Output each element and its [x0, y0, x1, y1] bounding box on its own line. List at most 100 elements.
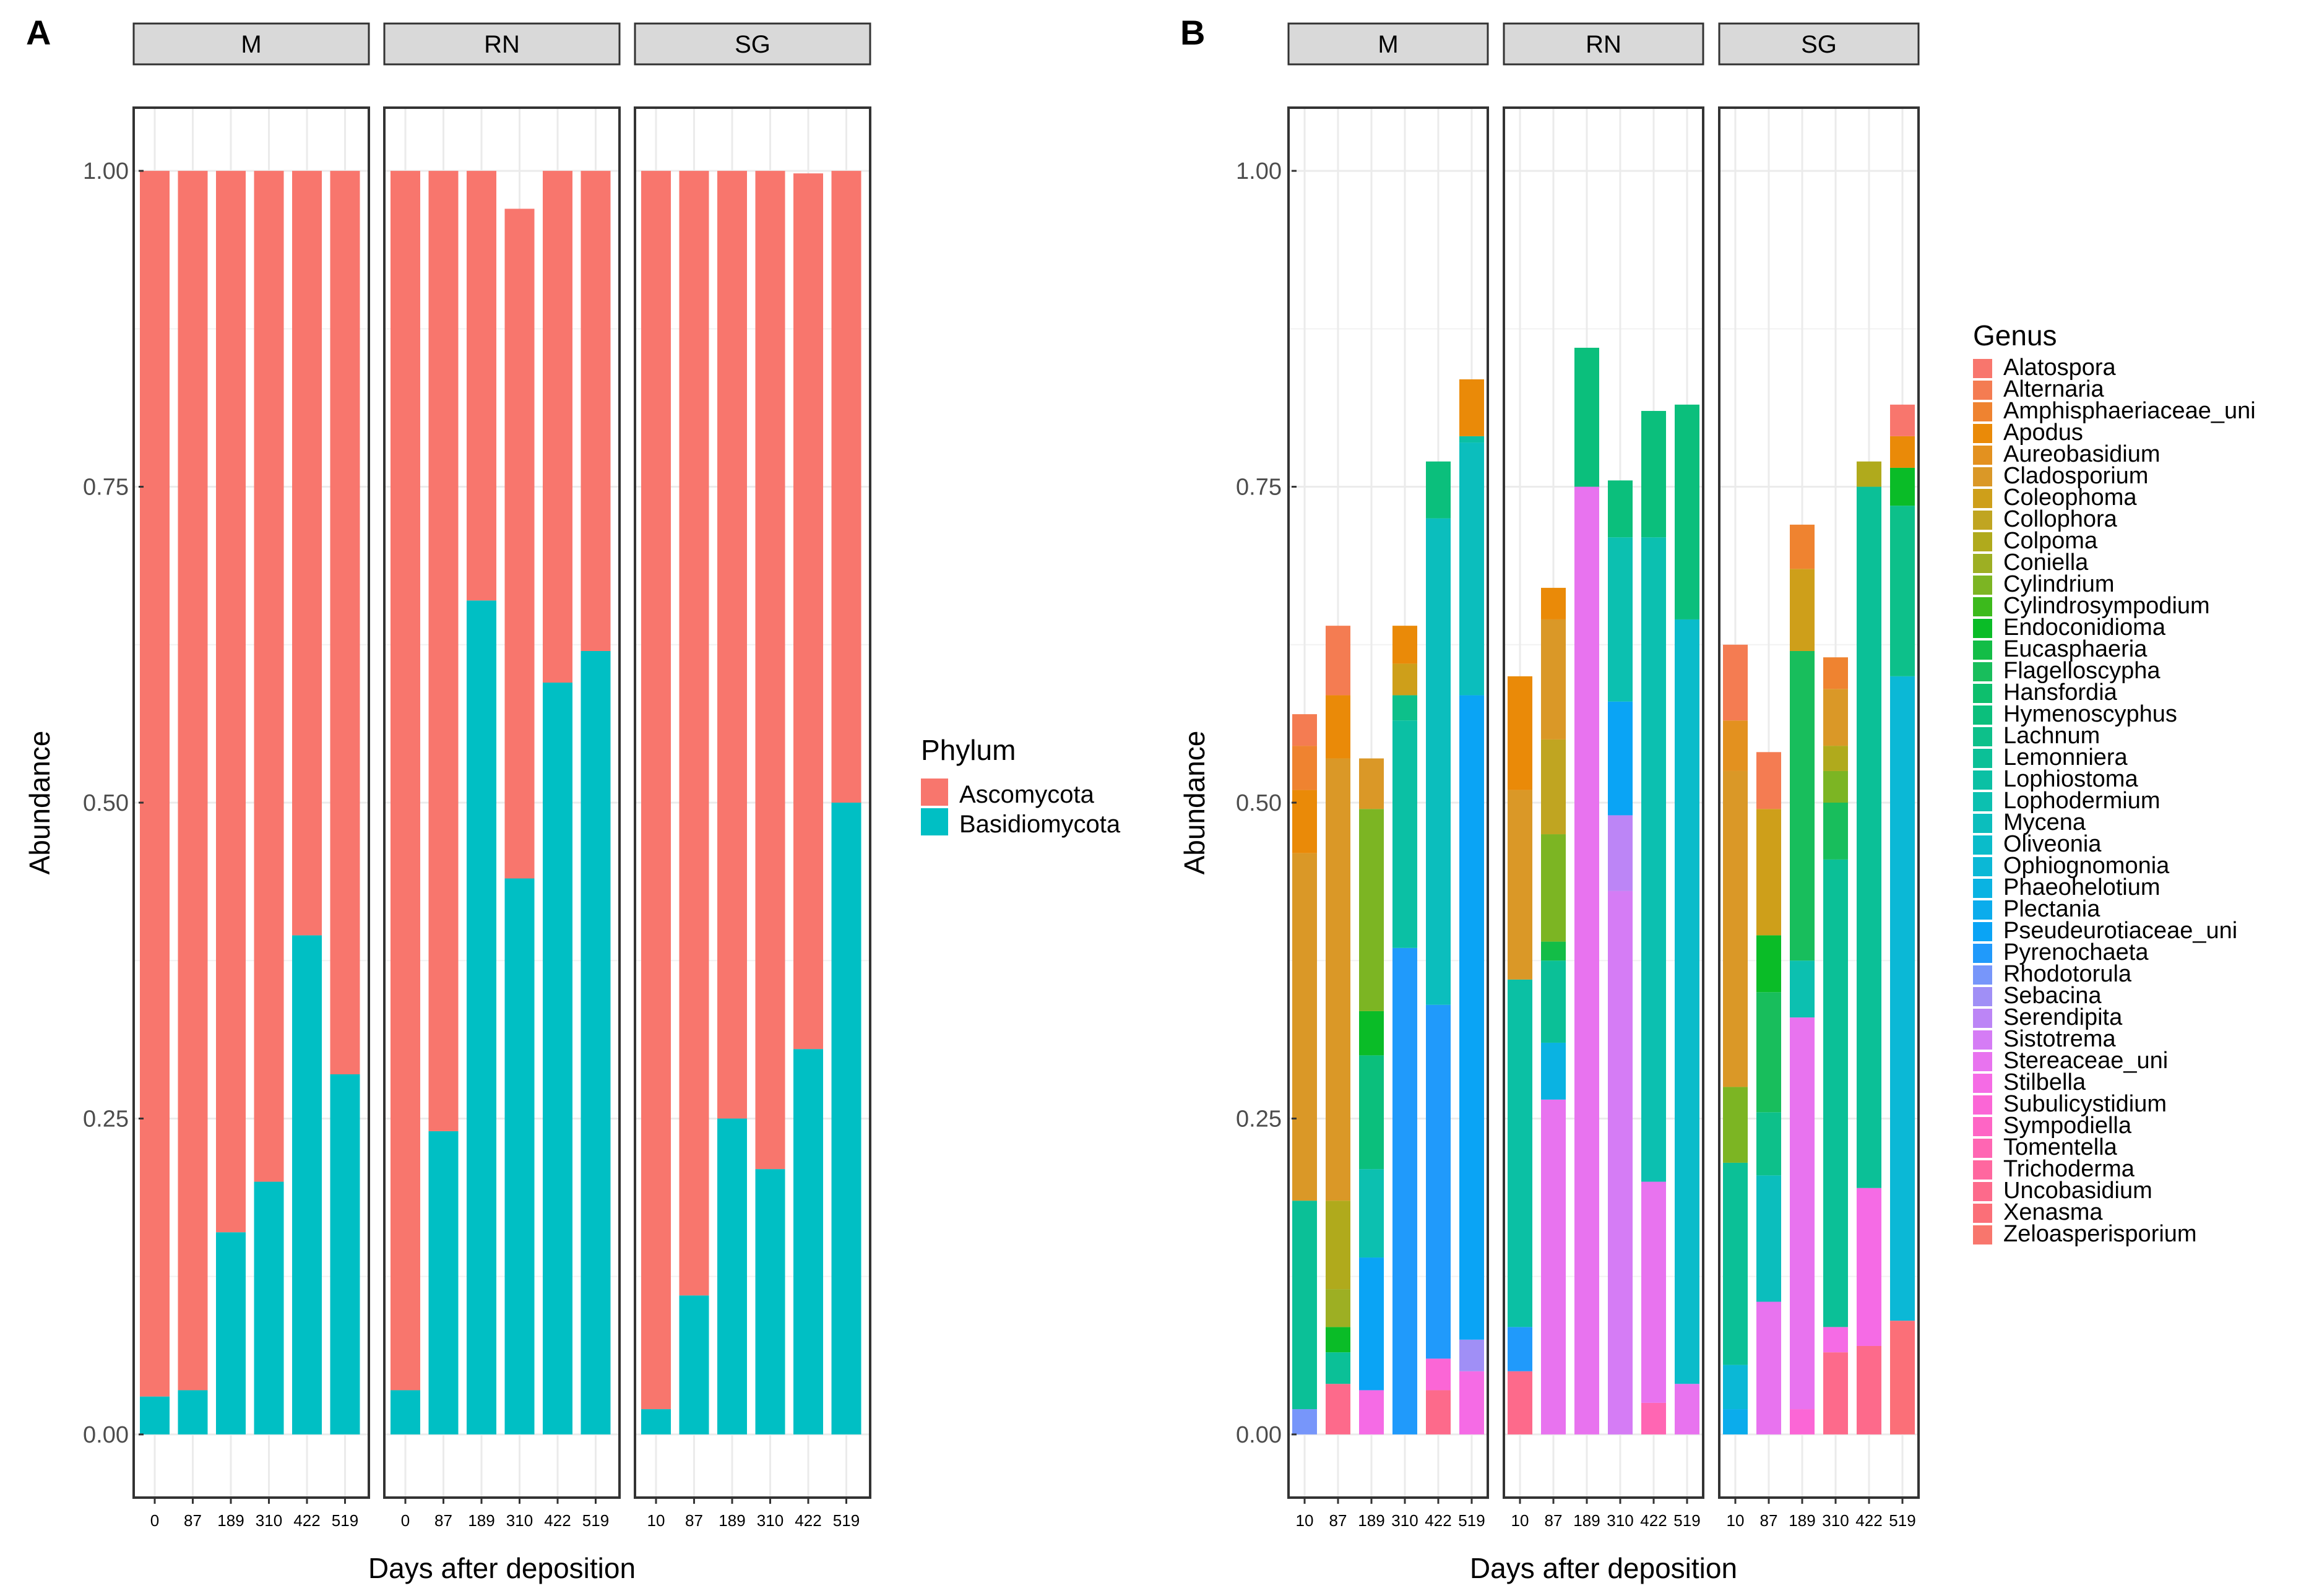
bar-segment	[1790, 960, 1815, 1018]
bar-segment	[504, 209, 535, 879]
legend-label: Stereaceae_uni	[2003, 1048, 2168, 1074]
x-tick-label: 10	[1727, 1511, 1745, 1530]
legend-label: Uncobasidium	[2003, 1178, 2152, 1204]
bar-segment	[1541, 834, 1566, 942]
x-tick-label: 310	[506, 1511, 533, 1530]
bar-segment	[1426, 1390, 1451, 1434]
legend-item: Lophodermium	[1973, 788, 2160, 814]
legend-swatch	[1973, 619, 1992, 638]
legend-swatch	[1973, 1225, 1992, 1244]
bar-segment	[1292, 746, 1317, 790]
legend-item: Lemonniera	[1973, 744, 2128, 770]
bar-segment	[428, 171, 459, 1131]
bar-segment	[1359, 1390, 1384, 1434]
bar-segment	[1756, 1112, 1781, 1176]
legend-label: Xenasma	[2003, 1199, 2103, 1225]
legend-label: Cladosporium	[2003, 463, 2148, 489]
bar-segment	[140, 171, 170, 1397]
bar-segment	[1508, 979, 1532, 1327]
facet-strip-label: SG	[1801, 31, 1837, 58]
bar-segment	[140, 1396, 170, 1434]
legend-label: Phaeohelotium	[2003, 874, 2161, 900]
bar-segment	[467, 171, 496, 601]
facet-strip-label: RN	[1586, 31, 1621, 58]
legend-label: Zeloasperisporium	[2003, 1221, 2197, 1247]
legend-swatch	[1973, 879, 1992, 898]
facet-strip-label: M	[1378, 31, 1398, 58]
bar-segment	[793, 173, 823, 1050]
bar-segment	[1292, 714, 1317, 746]
bar-segment	[1359, 809, 1384, 1011]
bar-segment	[1359, 1257, 1384, 1391]
bar-segment	[1723, 644, 1748, 721]
bar-segment	[679, 1295, 709, 1434]
legend-item: Serendipita	[1973, 1004, 2123, 1030]
bar-segment	[1790, 1017, 1815, 1410]
bar-segment	[1608, 537, 1633, 702]
bar-segment	[178, 1390, 208, 1434]
x-tick-label: 0	[150, 1511, 159, 1530]
legend-label: Lophodermium	[2003, 788, 2160, 814]
legend-swatch	[1973, 1095, 1992, 1115]
bar-segment	[504, 878, 535, 1434]
bar-segment	[1675, 404, 1699, 619]
legend-swatch	[921, 808, 948, 835]
facet-strip	[383, 22, 621, 66]
bar-segment	[1823, 746, 1848, 771]
bar-segment	[1723, 1087, 1748, 1163]
legend-label: Lachnum	[2003, 723, 2100, 749]
legend-item: Tomentella	[1973, 1134, 2118, 1160]
legend-swatch	[1973, 770, 1992, 790]
facet-strip-label: RN	[484, 31, 520, 58]
legend-label: Sebacina	[2003, 983, 2102, 1009]
bar-segment	[1857, 461, 1881, 487]
legend-label: Apodus	[2003, 420, 2083, 446]
legend-item: Hymenoscyphus	[1973, 701, 2177, 727]
legend-label: Ascomycota	[959, 781, 1095, 808]
bar-segment	[1459, 379, 1484, 436]
bar-segment	[1459, 695, 1484, 1340]
legend-label: Plectania	[2003, 896, 2100, 922]
legend-label: Ophiognomonia	[2003, 853, 2170, 879]
legend-title: Genus	[1973, 319, 2057, 352]
legend-item: Plectania	[1973, 896, 2100, 922]
legend-item: Stilbella	[1973, 1069, 2086, 1095]
legend-item: Oliveonia	[1973, 831, 2102, 857]
bar-segment	[1292, 1409, 1317, 1434]
legend-label: Hymenoscyphus	[2003, 701, 2177, 727]
legend-item: Stereaceae_uni	[1973, 1048, 2168, 1074]
bar-segment	[1723, 770, 1748, 1087]
legend-swatch	[1973, 576, 1992, 595]
bar-segment	[1675, 1384, 1699, 1434]
x-tick-label: 422	[1855, 1511, 1882, 1530]
legend-item: Zeloasperisporium	[1973, 1221, 2197, 1247]
x-tick-label: 310	[1607, 1511, 1633, 1530]
bar-segment	[1675, 619, 1699, 1384]
legend-swatch	[1973, 402, 1992, 421]
bar-segment	[1326, 695, 1350, 759]
legend-item: Basidiomycota	[921, 808, 1121, 838]
bar-segment	[1756, 752, 1781, 809]
legend-label: Sistotrema	[2003, 1026, 2116, 1052]
bar-segment	[755, 171, 785, 1170]
y-tick-label: 0.50	[83, 790, 129, 816]
bar-segment	[1890, 404, 1915, 436]
facet-border	[1287, 106, 1489, 1499]
bar-segment	[1823, 770, 1848, 803]
legend-item: Cladosporium	[1973, 463, 2148, 489]
bar-segment	[717, 1118, 747, 1434]
legend-label: Colpoma	[2003, 528, 2098, 554]
legend-swatch	[1973, 987, 1992, 1006]
legend-swatch	[1973, 1009, 1992, 1028]
facet-sg: SG 10 87 189 310 422 519	[1718, 22, 1920, 1530]
legend-item: Sistotrema	[1973, 1026, 2116, 1052]
bar-segment	[292, 171, 322, 936]
panel-letter: A	[26, 13, 51, 52]
facet-rn: RN 10 87 189 310 422 519	[1503, 22, 1704, 1530]
legend-swatch	[1973, 835, 1992, 855]
legend-item: Eucasphaeria	[1973, 636, 2148, 662]
bar-segment	[543, 683, 572, 1434]
legend-item: Hansfordia	[1973, 679, 2118, 705]
bar-segment	[717, 171, 747, 1119]
legend-item: Collophora	[1973, 506, 2118, 532]
